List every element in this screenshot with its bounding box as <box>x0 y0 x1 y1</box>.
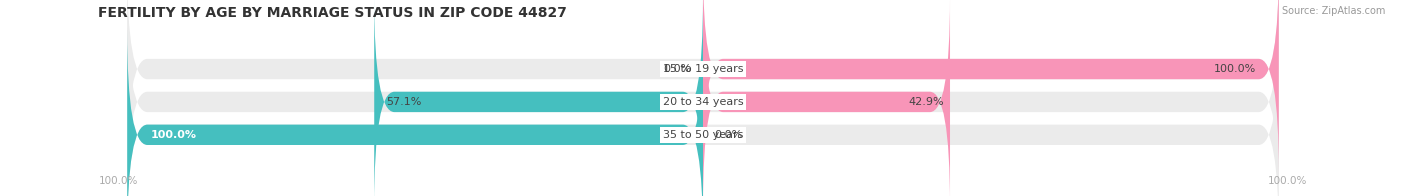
Text: 35 to 50 years: 35 to 50 years <box>662 130 744 140</box>
Text: 100.0%: 100.0% <box>1268 176 1308 186</box>
FancyBboxPatch shape <box>703 0 1279 174</box>
Text: 15 to 19 years: 15 to 19 years <box>662 64 744 74</box>
Text: 100.0%: 100.0% <box>150 130 197 140</box>
Text: 0.0%: 0.0% <box>664 64 692 74</box>
FancyBboxPatch shape <box>127 30 1279 196</box>
Text: 20 to 34 years: 20 to 34 years <box>662 97 744 107</box>
FancyBboxPatch shape <box>127 0 1279 196</box>
Text: 100.0%: 100.0% <box>98 176 138 186</box>
Text: 0.0%: 0.0% <box>714 130 742 140</box>
Text: 42.9%: 42.9% <box>908 97 945 107</box>
FancyBboxPatch shape <box>703 0 950 196</box>
Text: Source: ZipAtlas.com: Source: ZipAtlas.com <box>1281 6 1385 16</box>
Text: 57.1%: 57.1% <box>385 97 422 107</box>
FancyBboxPatch shape <box>127 30 703 196</box>
Text: 100.0%: 100.0% <box>1213 64 1256 74</box>
FancyBboxPatch shape <box>127 0 1279 174</box>
FancyBboxPatch shape <box>374 0 703 196</box>
Text: FERTILITY BY AGE BY MARRIAGE STATUS IN ZIP CODE 44827: FERTILITY BY AGE BY MARRIAGE STATUS IN Z… <box>98 6 567 20</box>
